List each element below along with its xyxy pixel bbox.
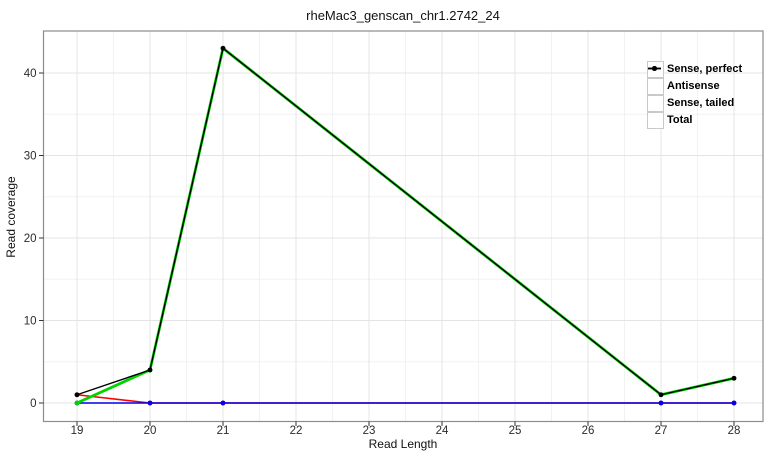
x-tick-label: 23 [363, 425, 376, 437]
legend-label: Antisense [667, 80, 720, 92]
data-point [147, 400, 153, 406]
data-point [147, 367, 153, 373]
legend-label: Sense, tailed [667, 97, 735, 109]
x-tick-label: 19 [71, 425, 84, 437]
x-axis-title: Read Length [368, 437, 438, 451]
legend-label: Total [667, 114, 693, 126]
x-tick-label: 21 [217, 425, 230, 437]
x-tick-label: 26 [582, 425, 595, 437]
legend-item: Sense, perfect [647, 61, 742, 78]
x-tick-label: 24 [436, 425, 449, 437]
y-tick-label: 30 [24, 151, 37, 163]
legend-key-icon [647, 66, 664, 129]
data-point [74, 400, 80, 406]
data-point [220, 400, 226, 406]
y-tick-label: 40 [24, 68, 37, 80]
data-point [731, 375, 737, 381]
x-tick-label: 25 [509, 425, 522, 437]
legend-item: Antisense [647, 66, 742, 95]
y-tick-label: 10 [24, 316, 37, 328]
data-point [658, 400, 664, 406]
y-tick-label: 0 [30, 398, 36, 410]
x-tick-label: 20 [144, 425, 157, 437]
legend: Sense, perfect Antisense Sense, tailed Tota… [647, 61, 742, 129]
legend-item: Total [647, 66, 742, 129]
legend-key-icon [647, 66, 664, 95]
data-point [731, 400, 737, 406]
x-tick-label: 27 [655, 425, 668, 437]
x-tick-label: 22 [290, 425, 303, 437]
panel-border [42, 30, 764, 423]
gridlines-major [43, 31, 763, 422]
y-tick-label: 20 [24, 233, 37, 245]
series-total [74, 45, 737, 398]
chart-title: rheMac3_genscan_chr1.2742_24 [306, 8, 500, 23]
data-point [220, 45, 226, 51]
legend-item: Sense, tailed [647, 66, 742, 112]
x-tick-label: 28 [728, 425, 741, 437]
gridlines-minor [43, 31, 763, 422]
legend-key-icon [647, 66, 664, 112]
data-point [74, 392, 80, 398]
axis-ticks: 19 20 21 22 23 24 25 26 27 28 0 10 20 30 40 [24, 68, 741, 437]
data-point [658, 392, 664, 398]
legend-label: Sense, perfect [667, 63, 743, 75]
